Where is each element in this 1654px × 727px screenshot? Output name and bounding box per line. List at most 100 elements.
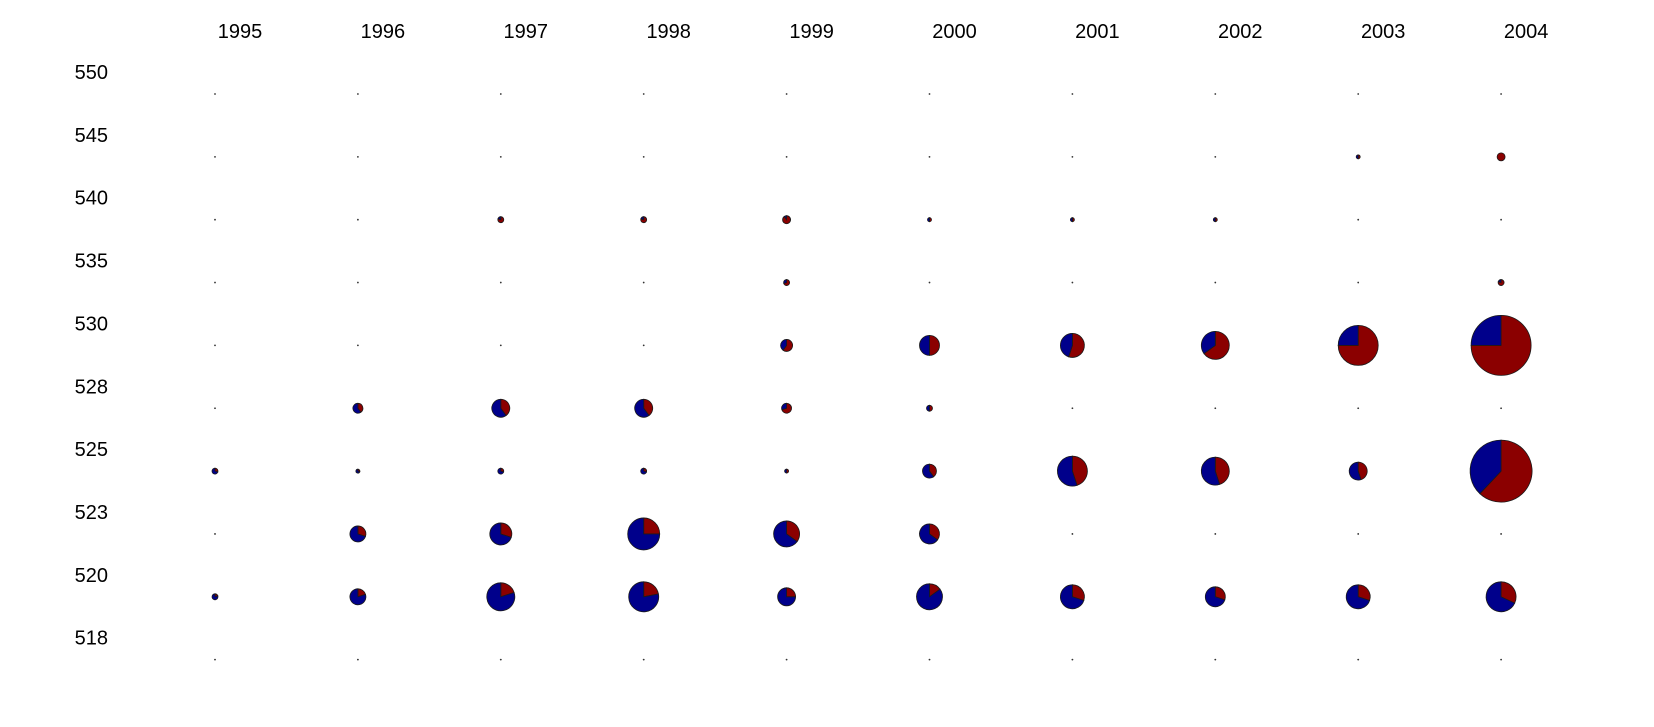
empty-cell-dot bbox=[1500, 93, 1502, 95]
pie-marker bbox=[916, 583, 943, 611]
empty-cell-dot bbox=[214, 218, 216, 221]
red-slice bbox=[786, 587, 797, 598]
x-tick-label: 1995 bbox=[218, 21, 263, 43]
pie-marker bbox=[640, 216, 648, 224]
blue-slice bbox=[497, 467, 505, 475]
empty-cell-dot bbox=[1071, 658, 1074, 661]
blue-slice bbox=[1057, 455, 1078, 487]
y-tick-label: 545 bbox=[75, 125, 108, 147]
pie-marker bbox=[919, 334, 940, 356]
y-tick-label: 523 bbox=[75, 502, 108, 524]
blue-slice bbox=[1345, 584, 1371, 610]
empty-cell-dot bbox=[1071, 533, 1074, 535]
empty-cell-dot bbox=[1357, 218, 1360, 221]
blue-slice bbox=[916, 583, 943, 611]
blue-slice bbox=[773, 520, 798, 548]
x-tick-label: 2002 bbox=[1218, 21, 1263, 43]
blue-slice bbox=[1469, 439, 1502, 495]
pie-marker bbox=[628, 581, 660, 613]
blue-slice bbox=[1060, 584, 1085, 610]
red-slice bbox=[500, 398, 511, 417]
empty-cell-dot bbox=[357, 93, 359, 95]
empty-cell-dot bbox=[928, 93, 931, 95]
blue-slice bbox=[919, 523, 939, 545]
blue-slice bbox=[628, 581, 660, 613]
empty-cell-dot bbox=[1071, 407, 1074, 410]
grid-dots bbox=[214, 93, 1502, 661]
x-tick-label: 2000 bbox=[932, 21, 977, 43]
blue-slice bbox=[922, 463, 935, 479]
red-slice bbox=[1496, 152, 1506, 162]
red-slice bbox=[1479, 439, 1533, 503]
empty-cell-dot bbox=[499, 658, 502, 661]
y-tick-label: 535 bbox=[75, 251, 108, 273]
pie-marker bbox=[1060, 332, 1085, 358]
pie-marker bbox=[1337, 324, 1379, 366]
empty-cell-dot bbox=[214, 344, 216, 347]
red-slice bbox=[929, 334, 940, 356]
red-slice bbox=[1470, 314, 1532, 376]
x-tick-label: 1997 bbox=[504, 21, 549, 43]
blue-slice bbox=[783, 215, 787, 221]
blue-slice bbox=[919, 334, 930, 356]
x-tick-label: 2004 bbox=[1504, 21, 1549, 43]
blue-slice bbox=[783, 279, 787, 284]
blue-slice bbox=[355, 468, 361, 474]
pie-marker bbox=[489, 522, 513, 546]
pie-marker bbox=[349, 588, 367, 606]
x-tick-label: 1996 bbox=[361, 21, 406, 43]
empty-cell-dot bbox=[1071, 155, 1074, 158]
empty-cell-dot bbox=[214, 533, 216, 535]
pie-marker bbox=[491, 398, 511, 418]
pie-marker bbox=[784, 468, 789, 474]
blue-slice bbox=[491, 398, 507, 418]
pie-marker bbox=[1057, 455, 1088, 487]
empty-cell-dot bbox=[499, 155, 502, 158]
empty-cell-dot bbox=[357, 658, 359, 661]
empty-cell-dot bbox=[785, 155, 788, 158]
blue-slice bbox=[211, 467, 219, 475]
pie-marker bbox=[780, 338, 793, 352]
pie-markers bbox=[211, 152, 1533, 613]
y-tick-label: 530 bbox=[75, 313, 108, 335]
empty-cell-dot bbox=[1500, 218, 1502, 221]
pie-marker bbox=[1212, 217, 1218, 223]
blue-slice bbox=[1200, 330, 1216, 355]
pie-marker bbox=[1470, 314, 1532, 376]
empty-cell-dot bbox=[642, 658, 645, 661]
pie-marker bbox=[782, 215, 791, 225]
red-slice bbox=[1357, 461, 1368, 481]
blue-slice bbox=[349, 588, 367, 606]
empty-cell-dot bbox=[1214, 658, 1217, 661]
blue-slice bbox=[784, 468, 787, 474]
empty-cell-dot bbox=[1357, 281, 1360, 284]
empty-cell-dot bbox=[928, 155, 931, 158]
y-tick-label: 525 bbox=[75, 439, 108, 461]
pie-marker bbox=[211, 593, 219, 601]
empty-cell-dot bbox=[1214, 93, 1217, 95]
red-slice bbox=[929, 523, 940, 541]
empty-cell-dot bbox=[499, 344, 502, 347]
pie-marker bbox=[773, 520, 800, 548]
pie-marker bbox=[1060, 584, 1085, 610]
empty-cell-dot bbox=[499, 281, 502, 284]
x-tick-label: 1998 bbox=[646, 21, 691, 43]
pie-marker bbox=[926, 404, 933, 412]
y-tick-label: 550 bbox=[75, 62, 108, 84]
red-slice bbox=[1214, 456, 1230, 485]
blue-slice bbox=[1485, 581, 1516, 613]
empty-cell-dot bbox=[1214, 155, 1217, 158]
blue-slice bbox=[640, 216, 645, 221]
blue-slice bbox=[634, 398, 650, 418]
pie-marker bbox=[1497, 279, 1505, 286]
pie-marker bbox=[640, 467, 648, 475]
red-slice bbox=[1072, 455, 1088, 486]
empty-cell-dot bbox=[928, 658, 931, 661]
blue-slice bbox=[926, 404, 930, 412]
empty-cell-dot bbox=[785, 93, 788, 95]
red-slice bbox=[643, 517, 661, 535]
pie-marker bbox=[1355, 154, 1361, 160]
blue-slice bbox=[349, 525, 367, 543]
empty-cell-dot bbox=[642, 93, 645, 95]
